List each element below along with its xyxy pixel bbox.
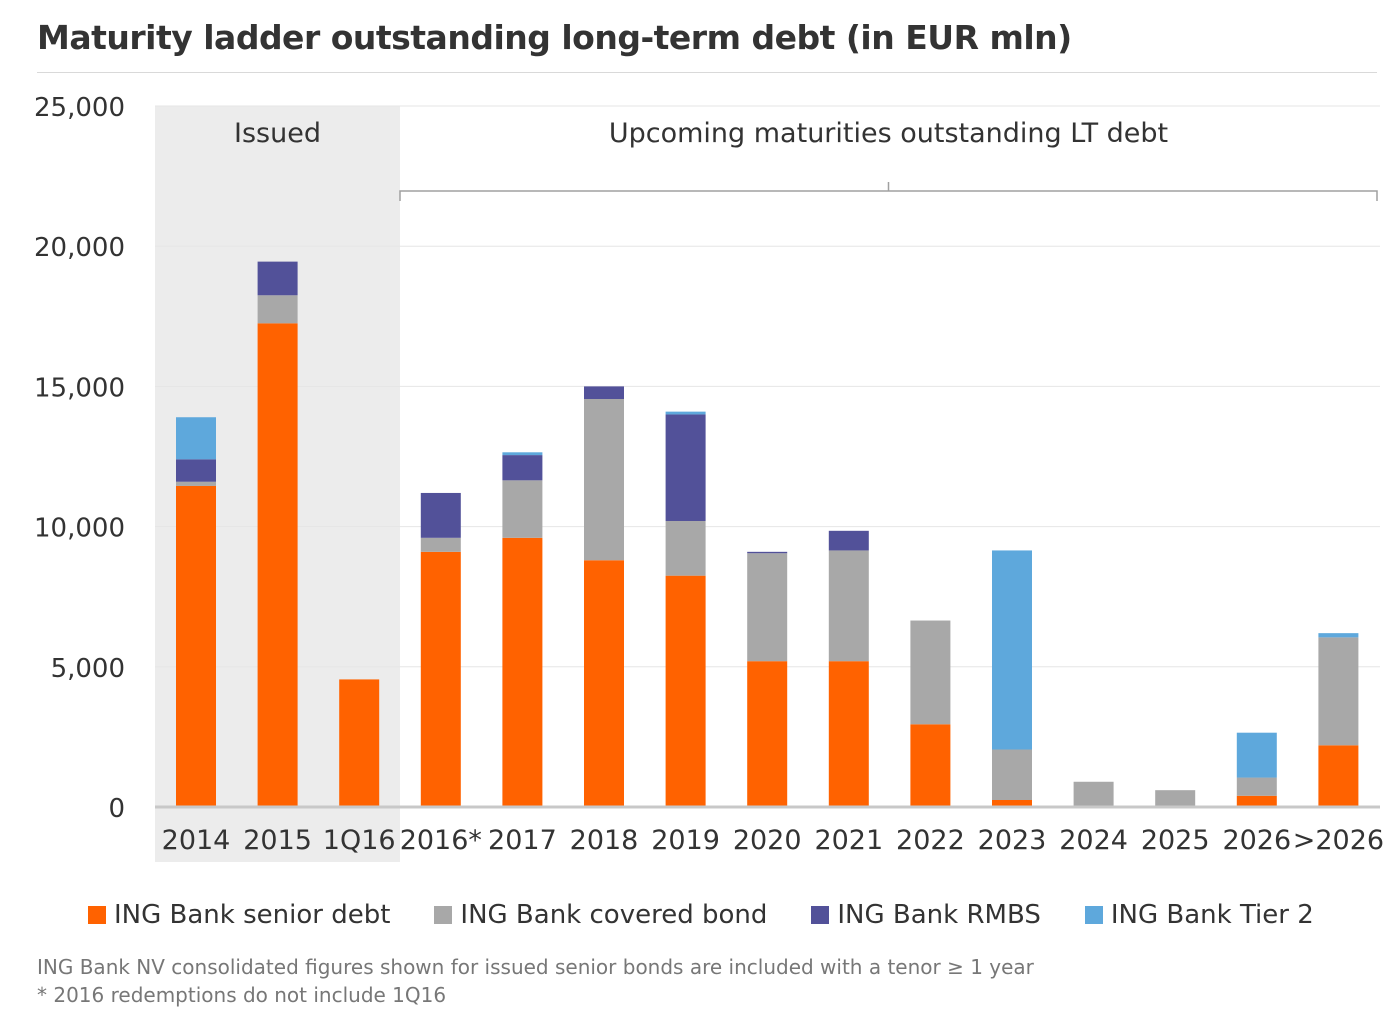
legend-label: ING Bank covered bond — [460, 900, 768, 930]
bar-ing-bank-covered-bond-2025 — [1155, 790, 1196, 807]
issued-label: Issued — [234, 118, 321, 149]
y-tick-label: 25,000 — [34, 93, 125, 123]
bar-ing-bank-covered-bond-2020 — [747, 553, 788, 662]
x-tick-label: 2023 — [978, 825, 1047, 856]
bar-ing-bank-senior-debt-2018 — [584, 560, 624, 807]
bar-ing-bank-senior-debt-2021 — [828, 661, 869, 807]
legend-item: ING Bank covered bond — [434, 900, 767, 930]
x-tick-label: 2017 — [488, 825, 557, 856]
bar-ing-bank-covered-bond-2015 — [257, 295, 298, 324]
bar-ing-bank-covered-bond-2026 — [1236, 777, 1277, 796]
legend-swatch — [434, 906, 453, 924]
bar-ing-bank-rmbs-2017 — [502, 455, 543, 481]
upcoming-maturities-label: Upcoming maturities outstanding LT debt — [609, 118, 1168, 149]
x-tick-label: 2021 — [814, 825, 883, 856]
title-divider — [37, 72, 1377, 73]
legend-label: ING Bank Tier 2 — [1110, 900, 1314, 930]
bar-ing-bank-covered-bond-2019 — [665, 520, 706, 576]
bar-ing-bank-rmbs-2015 — [257, 261, 298, 296]
bar-ing-bank-rmbs-2018 — [584, 386, 624, 400]
y-tick-label: 0 — [108, 794, 125, 824]
bar-ing-bank-tier-2-2026 — [1318, 633, 1359, 638]
legend-item: ING Bank Tier 2 — [1084, 900, 1314, 930]
bar-ing-bank-covered-bond-2024 — [1073, 781, 1114, 807]
x-tick-label: >2026 — [1293, 825, 1384, 856]
bar-ing-bank-senior-debt-2020 — [747, 661, 788, 807]
bar-ing-bank-covered-bond-2014 — [176, 481, 216, 486]
x-tick-label: 2014 — [162, 825, 231, 856]
legend-item: ING Bank RMBS — [811, 900, 1041, 930]
x-tick-label: 2026 — [1222, 825, 1291, 856]
x-tick-label: 2025 — [1141, 825, 1210, 856]
bar-ing-bank-rmbs-2020 — [747, 551, 788, 554]
bar-ing-bank-senior-debt-2017 — [502, 537, 543, 807]
bar-ing-bank-tier-2-2017 — [502, 452, 543, 456]
legend-swatch — [1084, 906, 1103, 924]
stacked-bar-chart: 0 5,000 10,000 15,000 20,000 25,000 2014 2015 1Q… — [34, 93, 1384, 862]
bar-ing-bank-senior-debt-2026 — [1236, 795, 1277, 807]
x-tick-label: 2020 — [733, 825, 802, 856]
legend: ING Bank senior debt ING Bank covered bon… — [88, 900, 1358, 930]
y-tick-label: 5,000 — [51, 654, 125, 684]
bar-ing-bank-senior-debt-2019 — [665, 575, 706, 807]
bar-ing-bank-senior-debt-2016 — [420, 551, 461, 807]
bar-ing-bank-tier-2-2014 — [176, 417, 216, 460]
bar-ing-bank-senior-debt-2015 — [257, 323, 298, 807]
x-tick-label: 2019 — [651, 825, 720, 856]
bar-ing-bank-covered-bond-2017 — [502, 480, 543, 538]
legend-label: ING Bank senior debt — [114, 900, 391, 930]
y-tick-label: 10,000 — [34, 514, 125, 544]
bar-ing-bank-rmbs-2016 — [420, 492, 461, 538]
x-tick-label: 2022 — [896, 825, 965, 856]
bar-ing-bank-senior-debt-2023 — [992, 799, 1032, 807]
bar-ing-bank-senior-debt-2022 — [910, 724, 951, 807]
legend-swatch — [811, 906, 830, 924]
bar-ing-bank-tier-2-2019 — [665, 411, 706, 415]
legend-swatch — [88, 906, 106, 924]
y-tick-label: 20,000 — [34, 233, 125, 263]
bar-ing-bank-senior-debt-1Q16 — [339, 679, 380, 807]
bar-ing-bank-covered-bond-2016 — [420, 537, 461, 552]
bar-ing-bank-tier-2-2026 — [1236, 732, 1277, 778]
bar-ing-bank-covered-bond-2021 — [828, 550, 869, 662]
bar-ing-bank-senior-debt-2014 — [176, 485, 216, 807]
bar-ing-bank-covered-bond-2018 — [584, 399, 624, 561]
bar-ing-bank-covered-bond-2026 — [1318, 637, 1359, 746]
bar-ing-bank-covered-bond-2023 — [992, 749, 1032, 800]
bar-ing-bank-senior-debt-2026 — [1318, 745, 1359, 807]
y-tick-label: 15,000 — [34, 373, 125, 403]
chart-title: Maturity ladder outstanding long-term de… — [37, 18, 1072, 57]
bar-ing-bank-covered-bond-2022 — [910, 620, 951, 725]
bar-ing-bank-rmbs-2014 — [176, 459, 216, 482]
x-tick-label: 2015 — [243, 825, 312, 856]
upcoming-bracket — [399, 182, 1378, 201]
legend-label: ING Bank RMBS — [837, 900, 1041, 930]
bar-ing-bank-rmbs-2021 — [828, 530, 869, 551]
bar-ing-bank-rmbs-2019 — [665, 414, 706, 521]
footnote-1: ING Bank NV consolidated figures shown f… — [37, 955, 1034, 979]
legend-item: ING Bank senior debt — [88, 900, 390, 930]
bar-ing-bank-tier-2-2023 — [992, 550, 1032, 750]
footnote-2: * 2016 redemptions do not include 1Q16 — [37, 983, 447, 1007]
x-tick-label: 1Q16 — [323, 825, 396, 856]
x-tick-label: 2016* — [400, 825, 482, 856]
x-tick-label: 2024 — [1059, 825, 1128, 856]
x-tick-label: 2018 — [570, 825, 639, 856]
